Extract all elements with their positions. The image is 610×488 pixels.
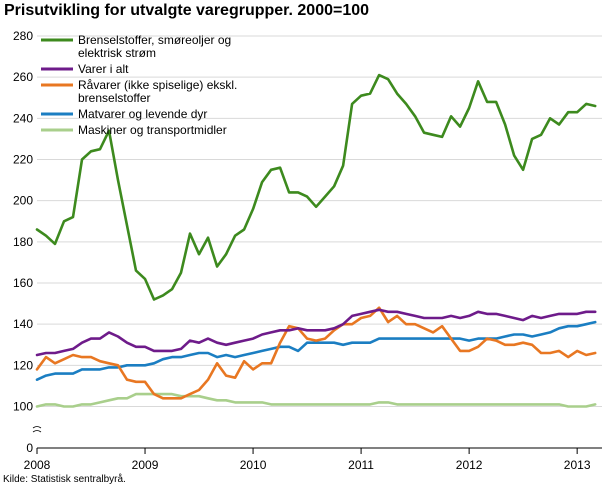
- series-lines: [35, 73, 597, 408]
- y-tick-label: 180: [13, 235, 33, 249]
- legend-label: Brenselstoffer, smøreoljer og elektrisk s…: [78, 33, 231, 60]
- y-tick-label: 240: [13, 111, 33, 125]
- series-line-4: [35, 320, 597, 382]
- x-tick-label: 2008: [24, 458, 51, 470]
- x-tick-label: 2013: [564, 458, 591, 470]
- y-axis: 0 100 120 140 160 180 200 220 240 260 280: [13, 29, 42, 455]
- gridlines: [37, 35, 602, 407]
- legend-label: Varer i alt: [78, 62, 129, 76]
- y-tick-label: 0: [26, 441, 33, 455]
- y-tick-label: 100: [13, 400, 33, 414]
- series-line-1: [35, 73, 597, 301]
- source-note: Kilde: Statistisk sentralbyrå.: [3, 474, 126, 485]
- legend-label: Matvarer og levende dyr: [78, 107, 207, 121]
- x-tick-label: 2010: [240, 458, 267, 470]
- y-tick-label: 260: [13, 70, 33, 84]
- y-tick-label: 220: [13, 153, 33, 167]
- chart-title: Prisutvikling for utvalgte varegrupper. …: [4, 2, 370, 19]
- x-tick-label: 2011: [348, 458, 374, 470]
- x-tick-label: 2009: [132, 458, 159, 470]
- legend-label: Maskiner og transportmidler: [78, 123, 227, 137]
- line-chart: 0 100 120 140 160 180 200 220 240 260 280 2008 2009…: [13, 29, 602, 470]
- legend: Brenselstoffer, smøreoljer og elektrisk s…: [41, 33, 237, 137]
- y-tick-label: 200: [13, 194, 33, 208]
- y-tick-label: 120: [13, 358, 33, 372]
- legend-label: Råvarer (ikke spiselige) ekskl. brenselst…: [78, 78, 237, 105]
- x-axis: 2008 2009 2010 2011 2012 2013: [24, 447, 602, 470]
- x-tick-label: 2012: [456, 458, 483, 470]
- series-line-3: [35, 306, 597, 400]
- y-tick-label: 160: [13, 276, 33, 290]
- series-line-2: [35, 308, 597, 357]
- y-tick-label: 280: [13, 29, 33, 43]
- series-line-5: [35, 392, 597, 408]
- axis-break: [32, 426, 42, 433]
- y-tick-label: 140: [13, 317, 33, 331]
